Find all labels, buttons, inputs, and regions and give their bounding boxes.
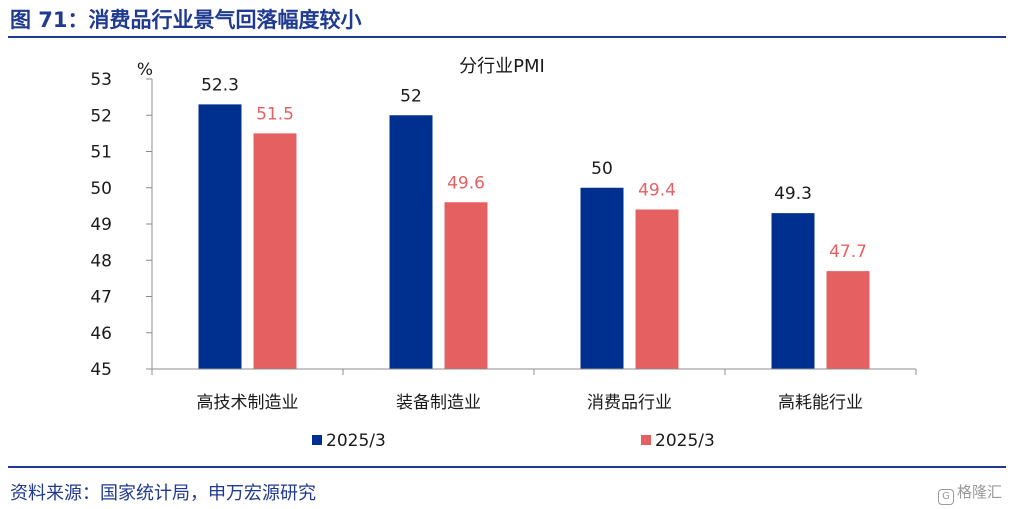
data-label-series-1: 52.3 — [201, 75, 239, 95]
y-tick-label: 50 — [90, 179, 112, 199]
bar-chart: 分行业PMI % 45 46 47 48 49 50 51 52 53 52.3 51.5 52 49… — [90, 56, 917, 451]
title-divider — [8, 36, 1006, 38]
watermark-logo-icon: G — [938, 489, 954, 505]
bar-series-1 — [198, 104, 242, 369]
bar-series-2 — [444, 202, 488, 369]
watermark: G 格隆汇 — [938, 481, 1002, 505]
data-labels-group: 52.3 51.5 52 49.6 50 49.4 49.3 47.7 — [201, 75, 867, 262]
bar-series-1 — [389, 115, 433, 369]
y-tick-label: 52 — [90, 106, 112, 126]
y-tick-label: 51 — [90, 143, 112, 163]
y-tick-label: 47 — [90, 288, 112, 308]
y-tick-label: 45 — [90, 360, 112, 380]
legend: 2025/3 2025/3 — [312, 431, 715, 451]
bar-series-2 — [253, 133, 297, 369]
bar-series-2 — [826, 271, 870, 369]
y-tick-label: 46 — [90, 324, 112, 344]
x-tick-label: 消费品行业 — [587, 393, 672, 413]
bar-series-1 — [771, 213, 815, 369]
legend-swatch-series-2 — [641, 435, 651, 445]
y-tick-label: 48 — [90, 251, 112, 271]
source-note: 资料来源：国家统计局，申万宏源研究 — [10, 483, 316, 504]
figure-title: 图 71：消费品行业景气回落幅度较小 — [10, 8, 362, 32]
y-axis: 45 46 47 48 49 50 51 52 53 — [90, 70, 153, 380]
data-label-series-2: 49.4 — [638, 181, 676, 201]
data-label-series-2: 51.5 — [256, 104, 294, 124]
data-label-series-2: 47.7 — [829, 242, 867, 262]
data-label-series-1: 49.3 — [774, 184, 812, 204]
bars-group — [198, 104, 870, 369]
y-axis-unit: % — [137, 60, 153, 80]
y-tick-label: 53 — [90, 70, 112, 90]
bar-series-2 — [635, 209, 679, 369]
x-tick-label: 高耗能行业 — [778, 393, 863, 413]
legend-swatch-series-1 — [312, 435, 322, 445]
x-tick-label: 高技术制造业 — [197, 393, 299, 413]
chart-title: 分行业PMI — [459, 56, 545, 77]
x-axis: 高技术制造业 装备制造业 消费品行业 高耗能行业 — [151, 368, 917, 413]
data-label-series-2: 49.6 — [447, 173, 485, 193]
source-divider — [8, 466, 1006, 468]
x-tick-label: 装备制造业 — [396, 393, 481, 413]
bar-series-1 — [580, 187, 624, 369]
legend-label-series-2: 2025/3 — [655, 431, 715, 451]
data-label-series-1: 50 — [591, 159, 613, 179]
legend-label-series-1: 2025/3 — [326, 431, 386, 451]
data-label-series-1: 52 — [400, 86, 422, 106]
y-tick-label: 49 — [90, 215, 112, 235]
watermark-text: 格隆汇 — [957, 483, 1003, 501]
